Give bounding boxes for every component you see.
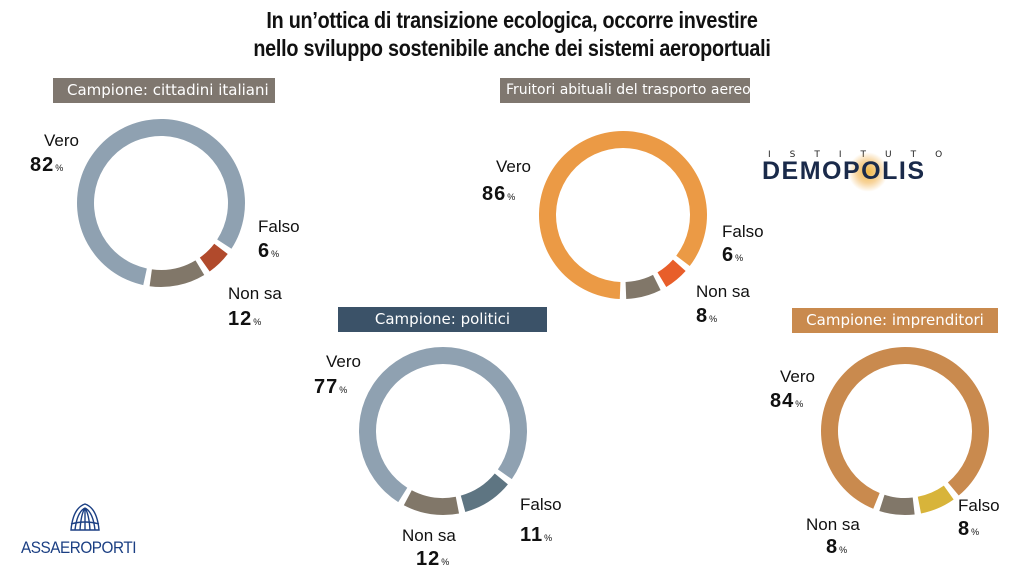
sample-badge-frequent-flyers: Fruitori abituali del trasporto aereo (500, 78, 751, 103)
donut-chart-politicians (359, 347, 527, 515)
value-falso: 6% (258, 240, 280, 262)
sample-badge-citizens: Campione: cittadini italiani (53, 78, 275, 103)
donut-segment-non-sa (149, 260, 205, 287)
label-non-sa: Non sa (806, 515, 860, 534)
donut-segment-non-sa (403, 490, 460, 515)
shell-emblem-icon (70, 503, 100, 531)
value-non-sa: 12% (416, 548, 450, 570)
value-falso: 6% (722, 244, 744, 266)
value-falso: 8% (958, 518, 980, 540)
value-vero: 82% (30, 154, 64, 176)
demopolis-glow-icon (848, 152, 888, 192)
donut-chart-entrepreneurs (821, 347, 989, 515)
assaeroporti-logo: ASSAEROPORTI (20, 500, 150, 558)
label-non-sa: Non sa (696, 282, 750, 301)
donut-chart-citizens (77, 119, 246, 287)
value-falso: 11% (520, 524, 553, 546)
label-vero: Vero (496, 157, 531, 176)
value-vero: 86% (482, 183, 516, 205)
label-vero: Vero (44, 131, 79, 150)
value-non-sa: 8% (826, 536, 848, 558)
donut-segment-vero (821, 347, 989, 509)
donut-segment-non-sa (879, 494, 915, 515)
demopolis-name: DEMOPOLIS (762, 157, 926, 185)
label-falso: Falso (722, 222, 764, 241)
value-vero: 84% (770, 390, 804, 412)
demopolis-logo: ISTITUTO DEMOPOLIS (762, 150, 976, 192)
sample-badge-politicians: Campione: politici (338, 307, 547, 332)
donut-segment-falso (460, 473, 508, 512)
value-vero: 77% (314, 376, 348, 398)
sample-badge-entrepreneurs: Campione: imprenditori (792, 308, 998, 333)
value-non-sa: 12% (228, 308, 262, 330)
label-falso: Falso (258, 217, 300, 236)
page-title: In un’ottica di transizione ecologica, o… (72, 6, 953, 62)
label-falso: Falso (520, 495, 562, 514)
title-line-1: In un’ottica di transizione ecologica, o… (266, 7, 758, 33)
donut-segment-non-sa (625, 274, 661, 299)
donut-segment-falso (657, 259, 686, 288)
donut-segment-vero (359, 347, 527, 503)
value-non-sa: 8% (696, 305, 718, 327)
donut-chart-frequent-flyers (539, 130, 707, 299)
label-falso: Falso (958, 496, 1000, 515)
donut-segment-falso (199, 243, 228, 272)
label-non-sa: Non sa (228, 284, 282, 303)
label-vero: Vero (326, 352, 361, 371)
label-non-sa: Non sa (402, 526, 456, 545)
donut-segment-falso (917, 485, 954, 514)
assaeroporti-name: ASSAEROPORTI (20, 538, 137, 557)
label-vero: Vero (780, 367, 815, 386)
title-line-2: nello sviluppo sostenibile anche dei sis… (253, 35, 771, 61)
